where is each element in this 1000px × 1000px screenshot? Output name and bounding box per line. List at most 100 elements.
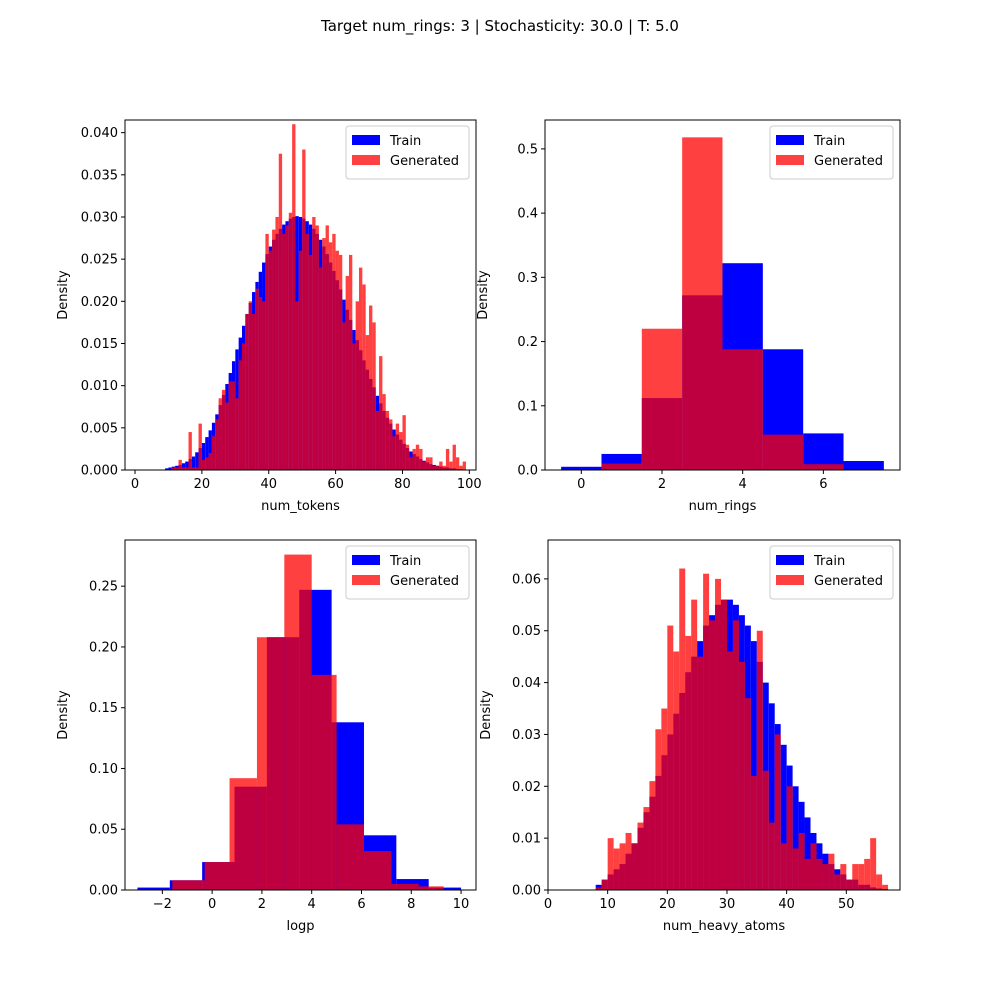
generated-bar (750, 775, 757, 890)
generated-bar (816, 858, 823, 890)
generated-bar (178, 459, 182, 470)
generated-bar (252, 313, 256, 470)
generated-bar (256, 637, 285, 890)
legend-label-generated: Generated (814, 154, 883, 169)
train-bar (768, 703, 775, 890)
generated-bar (235, 398, 239, 470)
x-tick-label: 8 (407, 897, 415, 912)
y-tick-label: 0.00 (512, 884, 541, 899)
generated-bar (425, 457, 430, 470)
axes-frame (124, 539, 477, 891)
generated-bar (382, 394, 386, 470)
generated-bar (643, 807, 650, 890)
train-bar (168, 467, 172, 470)
generated-bar (619, 843, 626, 890)
generated-bar (218, 398, 222, 470)
generated-bar (685, 635, 692, 890)
legend-label-train: Train (813, 134, 845, 149)
legend: Train Generated (769, 545, 894, 600)
legend-swatch-generated (776, 575, 804, 585)
generated-bar (439, 461, 443, 470)
generated-bar (834, 874, 841, 890)
generated-bar (292, 124, 296, 470)
generated-bar (391, 883, 419, 890)
train-bar (750, 641, 757, 890)
y-tick-label: 0.3 (517, 271, 538, 286)
generated-bar (205, 457, 209, 470)
train-bar (803, 433, 844, 470)
train-bar (780, 744, 787, 890)
generated-bar (828, 853, 835, 890)
x-tick-label: 10 (599, 897, 616, 912)
y-tick-label: 0.030 (81, 210, 118, 225)
generated-bar (876, 874, 883, 890)
x-tick-label: 10 (453, 897, 470, 912)
x-tick-label: 40 (778, 897, 795, 912)
y-tick-label: 0.5 (517, 142, 538, 157)
generated-bar (744, 698, 751, 890)
generated-bar (198, 423, 202, 470)
generated-bar (221, 389, 226, 470)
legend-label-train: Train (389, 134, 421, 149)
legend-swatch-generated (776, 155, 804, 165)
legend: Train Generated (345, 125, 470, 180)
generated-bar (422, 461, 426, 470)
generated-bar (308, 254, 313, 470)
generated-bar (288, 212, 293, 470)
generated-bar (601, 463, 642, 470)
generated-bar (395, 423, 400, 470)
generated-bar (803, 464, 844, 470)
x-tick-label: 4 (308, 897, 316, 912)
y-tick-label: 0.00 (89, 884, 118, 899)
generated-bar (188, 432, 192, 470)
generated-bar (379, 356, 383, 470)
x-tick-label: 2 (258, 897, 266, 912)
x-tick-label: 20 (194, 477, 211, 492)
generated-bar (372, 322, 376, 470)
generated-bar (272, 229, 276, 470)
generated-bar (792, 848, 799, 890)
generated-bar (342, 322, 346, 470)
generated-bar (840, 864, 847, 890)
y-tick-label: 0.005 (81, 421, 118, 436)
legend-label-train: Train (813, 554, 845, 569)
generated-bar (661, 708, 668, 890)
y-tick-label: 0.2 (517, 335, 538, 350)
generated-bar (335, 250, 339, 470)
generated-bar (295, 301, 299, 470)
x-axis-label: num_tokens (261, 499, 340, 514)
train-bar (165, 468, 169, 470)
generated-bar (667, 625, 674, 890)
generated-bar (225, 402, 229, 470)
generated-bar (870, 838, 877, 890)
generated-bar (375, 410, 380, 470)
generated-bar (682, 137, 723, 470)
generated-bar (389, 419, 393, 470)
generated-bar (185, 467, 189, 470)
legend-swatch-train (776, 555, 804, 565)
generated-bar (691, 599, 698, 890)
generated-bar (637, 822, 644, 890)
y-tick-label: 0.020 (81, 295, 118, 310)
legend-swatch-generated (352, 155, 380, 165)
x-tick-label: 6 (357, 897, 365, 912)
generated-bar (625, 832, 632, 890)
generated-series (171, 124, 466, 471)
generated-bar (774, 734, 781, 890)
generated-bar (703, 573, 710, 890)
generated-bar (804, 858, 811, 890)
generated-bar (258, 297, 263, 470)
generated-bar (172, 880, 205, 890)
generated-bar (345, 276, 349, 470)
train-bar (595, 884, 602, 890)
panel-logp: −2 0 2 4 6 8 10 0.00 0.05 0.10 0.15 0.20 0.25 logp Den… (56, 539, 477, 934)
generated-bar (601, 879, 608, 890)
generated-bar (359, 267, 363, 470)
train-bar (191, 456, 196, 470)
legend: Train Generated (769, 125, 894, 180)
train-bar (792, 786, 799, 890)
y-axis-label: Density (479, 690, 494, 740)
y-tick-label: 0.15 (89, 701, 118, 716)
generated-bar (369, 305, 373, 470)
x-axis-label: num_heavy_atoms (663, 919, 785, 934)
